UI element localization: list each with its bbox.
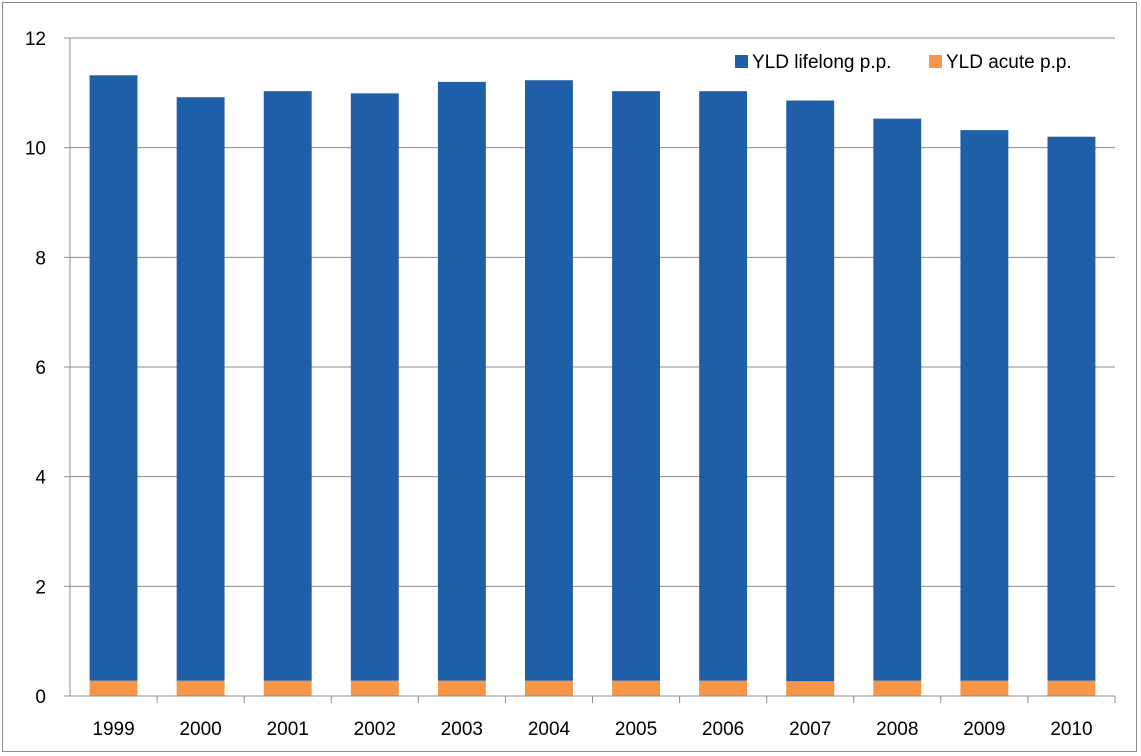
x-tick-label: 2004 (528, 719, 571, 740)
x-tick-label: 2008 (876, 719, 918, 740)
bar-acute-2001 (264, 681, 312, 696)
bar-acute-2000 (177, 681, 225, 696)
bar-lifelong-2006 (699, 91, 747, 680)
bar-lifelong-2007 (786, 101, 834, 682)
x-tick-label: 2005 (615, 719, 657, 740)
x-tick-label: 2000 (179, 719, 221, 740)
x-tick-label: 2001 (267, 719, 309, 740)
gridlines (70, 38, 1115, 586)
bar-lifelong-2002 (351, 93, 399, 680)
bar-acute-2003 (438, 681, 486, 696)
y-tick-label: 4 (35, 468, 46, 489)
x-tick-label: 2006 (702, 719, 744, 740)
x-tick-label: 2003 (441, 719, 483, 740)
x-tick-labels: 1999 2000 2001 2002 2003 2004 2005 2006 2007 2008… (92, 719, 1092, 740)
bar-acute-2005 (612, 681, 660, 696)
x-tick-label: 2002 (354, 719, 396, 740)
bar-lifelong-2009 (960, 130, 1008, 681)
legend: YLD lifelong p.p. YLD acute p.p. (735, 52, 1072, 73)
x-tick-label: 2010 (1050, 719, 1092, 740)
legend-swatch-1 (929, 55, 942, 68)
legend-label-1: YLD acute p.p. (946, 52, 1072, 73)
bar-acute-1999 (90, 681, 138, 696)
bar-lifelong-2005 (612, 91, 660, 680)
bar-acute-2009 (960, 681, 1008, 696)
bar-lifelong-2001 (264, 91, 312, 680)
bar-acute-2008 (873, 681, 921, 696)
bar-acute-2006 (699, 681, 747, 696)
bar-lifelong-2004 (525, 80, 573, 680)
bar-acute-2002 (351, 681, 399, 696)
x-tick-label: 2007 (789, 719, 831, 740)
y-tick-label: 6 (35, 358, 46, 379)
bar-acute-2010 (1048, 681, 1096, 696)
bars (90, 75, 1096, 696)
y-tick-label: 0 (35, 687, 46, 708)
y-tick-label: 10 (25, 139, 46, 160)
y-tick-label: 12 (25, 29, 46, 50)
legend-swatch-0 (735, 55, 748, 68)
x-tick-label: 1999 (92, 719, 134, 740)
bar-acute-2007 (786, 681, 834, 696)
bar-lifelong-1999 (90, 75, 138, 680)
x-tick-label: 2009 (963, 719, 1005, 740)
bar-lifelong-2010 (1048, 137, 1096, 681)
bar-lifelong-2000 (177, 97, 225, 680)
bar-acute-2004 (525, 681, 573, 696)
legend-label-0: YLD lifelong p.p. (752, 52, 891, 73)
y-tick-label: 8 (35, 248, 46, 269)
bar-lifelong-2003 (438, 82, 486, 681)
bar-lifelong-2008 (873, 119, 921, 681)
y-tick-labels: 0 2 4 6 8 10 12 (25, 29, 47, 708)
y-tick-label: 2 (35, 577, 46, 598)
